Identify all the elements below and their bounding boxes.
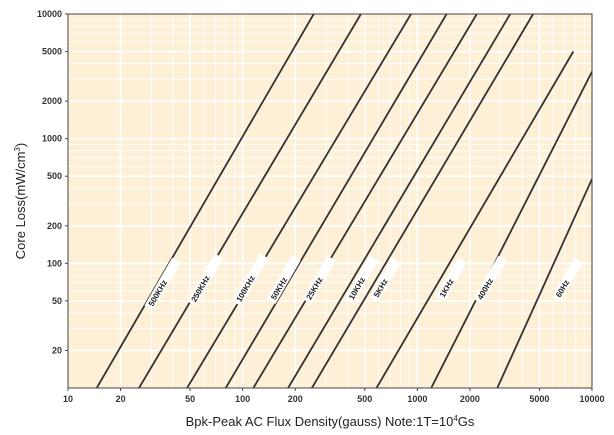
x-tick-label: 500 (357, 394, 372, 404)
y-tick-label: 20 (52, 345, 62, 355)
plot-frame (67, 13, 593, 389)
series-label-box (435, 257, 467, 302)
plot-background (68, 14, 592, 388)
y-tick-labels: 20 50 100 200 500 1000 2000 5000 10000 (37, 9, 68, 355)
series-line-1khz (375, 51, 575, 388)
series-label-box (144, 257, 181, 311)
x-tick-label: 20 (116, 394, 126, 404)
y-tick-label: 10000 (37, 9, 62, 19)
y-tick-label: 2000 (42, 96, 62, 106)
series-label-box (551, 257, 583, 302)
series-lines (95, 14, 592, 388)
series-line-250khz (138, 14, 362, 388)
series-label-box (473, 255, 508, 304)
x-axis-title: Bpk-Peak AC Flux Density(gauss) Note:1T=… (186, 414, 475, 429)
series-label-box (369, 257, 401, 302)
series-label-box (232, 253, 269, 307)
y-axis-title: Core Loss(mW/cm3) (13, 143, 28, 259)
series-label-box (187, 253, 224, 307)
x-tick-label: 200 (288, 394, 303, 404)
series-line-400hz (430, 71, 592, 388)
x-tick-label: 5000 (529, 394, 549, 404)
series-line-10khz (287, 14, 511, 388)
y-axis-title-tail: ) (13, 143, 28, 147)
x-tick-label: 10000 (579, 394, 604, 404)
y-tick-label: 5000 (42, 47, 62, 57)
x-tick-label: 2000 (460, 394, 480, 404)
x-tick-label: 100 (235, 394, 250, 404)
series-line-50khz (224, 14, 448, 388)
y-tick-label: 1000 (42, 134, 62, 144)
y-axis-title-main: Core Loss(mW/cm (13, 152, 28, 260)
series-line-5khz (311, 14, 534, 388)
series-line-60hz (496, 178, 592, 388)
y-tick-label: 50 (52, 296, 62, 306)
x-tick-label: 50 (185, 394, 195, 404)
x-axis-title-main: Bpk-Peak AC Flux Density(gauss) Note:1T=… (186, 414, 454, 429)
x-axis-title-tail: Gs (458, 414, 475, 429)
y-tick-label: 500 (47, 171, 62, 181)
x-tick-label: 10 (63, 394, 73, 404)
series-label-box (344, 255, 379, 304)
series-label-box (302, 255, 336, 304)
y-axis-title-sup: 3 (13, 147, 22, 152)
y-tick-label: 100 (47, 258, 62, 268)
series-label-box (266, 255, 301, 304)
x-tick-label: 1000 (407, 394, 427, 404)
x-tick-labels: 10 20 50 100 200 500 1000 2000 5000 10000 (63, 388, 605, 404)
series-line-100khz (186, 14, 412, 388)
series-line-500khz (95, 14, 315, 388)
x-axis-title-sup: 4 (453, 414, 458, 423)
series-line-25khz (252, 14, 478, 388)
y-tick-label: 200 (47, 221, 62, 231)
